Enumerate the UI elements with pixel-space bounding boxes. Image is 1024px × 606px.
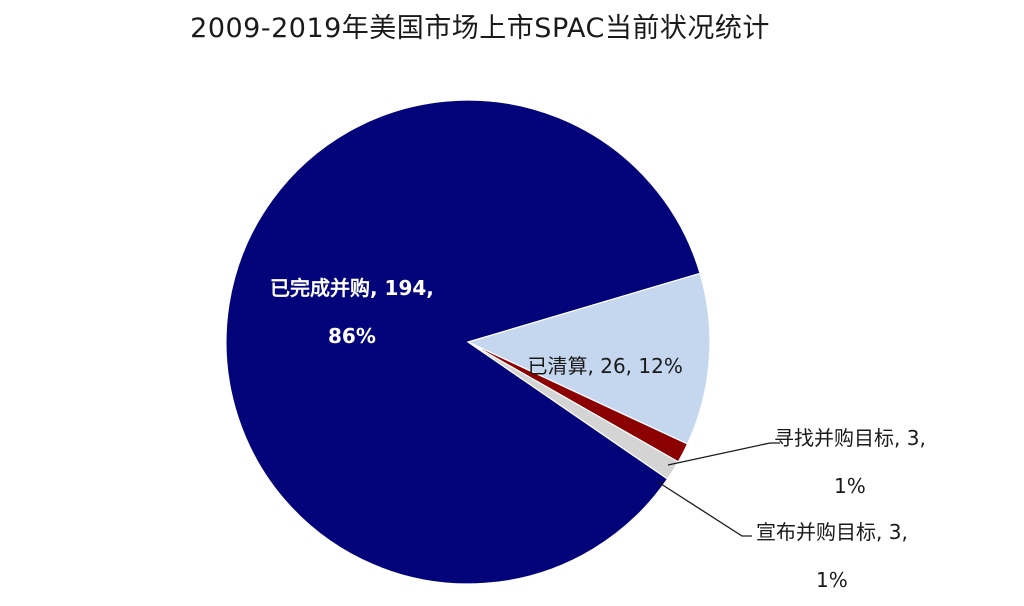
pie-slice-4 [225, 99, 701, 585]
slice-label-3: 宣布并购目标, 3, 1% [756, 508, 908, 604]
slice-label-3-line-2: 1% [816, 568, 848, 592]
chart-title: 2009-2019年美国市场上市SPAC当前状况统计 [190, 13, 770, 44]
slice-label-2-line-1: 寻找并购目标, 3, [774, 426, 926, 450]
slice-label-1-line-1: 已清算, 26, 12% [527, 354, 683, 378]
slice-label-4-line-2: 86% [328, 324, 376, 348]
pie-slice-1 [466, 272, 711, 445]
slice-label-2: 寻找并购目标, 3, 1% [774, 414, 926, 510]
leader-lines [657, 442, 780, 537]
pie-slices [225, 99, 711, 585]
slice-label-2-line-2: 1% [834, 474, 866, 498]
leader-line-3 [657, 481, 752, 537]
slice-label-3-line-1: 宣布并购目标, 3, [756, 520, 908, 544]
slice-label-4: 已完成并购, 194, 86% [270, 264, 434, 360]
leader-line-2 [667, 442, 780, 466]
slice-label-1: 已清算, 26, 12% [528, 342, 683, 390]
slice-label-4-line-1: 已完成并购, 194, [270, 276, 434, 300]
